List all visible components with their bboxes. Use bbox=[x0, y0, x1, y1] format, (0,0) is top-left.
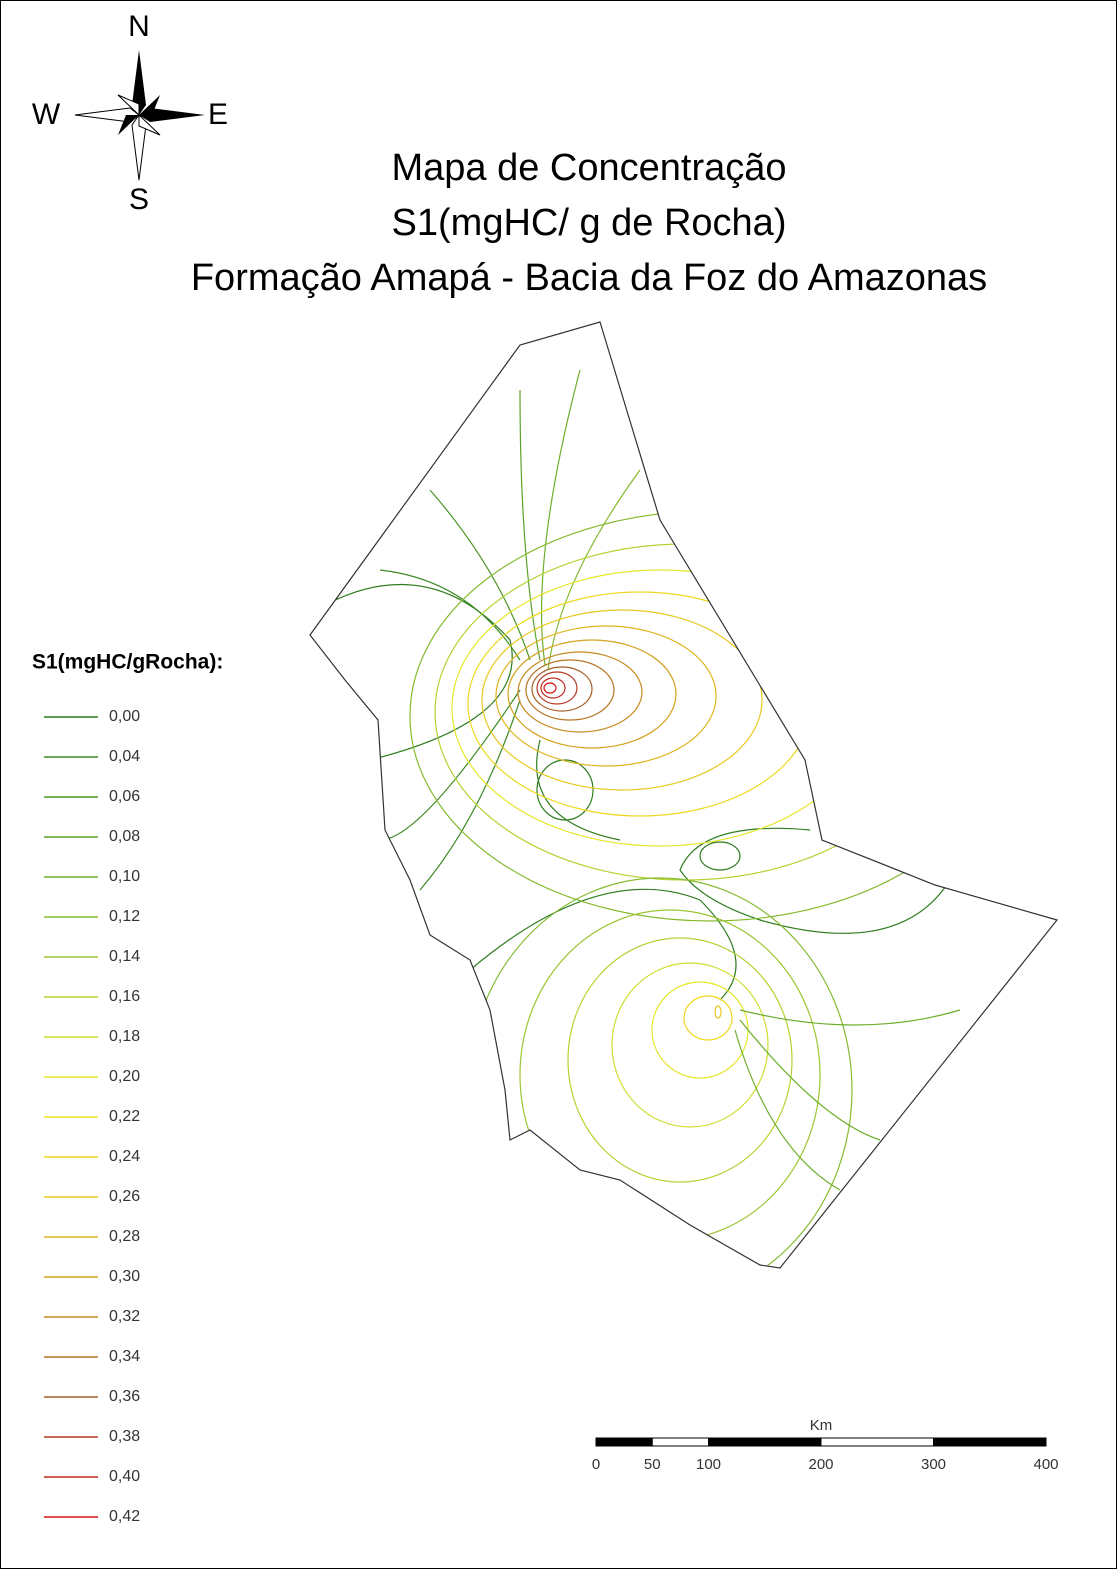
compass-south: S bbox=[129, 183, 149, 216]
legend: 0,00 0,04 0,06 0,08 0,10 0,12 0,14 0,16 0,18 0,20… bbox=[44, 708, 140, 1525]
compass-west: W bbox=[32, 98, 61, 131]
title-line: Mapa de Concentração bbox=[391, 147, 786, 189]
scale-tick-label: 400 bbox=[1033, 1456, 1058, 1473]
legend-label: 0,32 bbox=[109, 1308, 140, 1325]
scale-bar: Km 0 50 100 200 300 400 bbox=[592, 1417, 1059, 1473]
legend-label: 0,22 bbox=[109, 1108, 140, 1125]
legend-label: 0,00 bbox=[109, 708, 140, 725]
legend-label: 0,06 bbox=[109, 788, 140, 805]
legend-label: 0,42 bbox=[109, 1508, 140, 1525]
legend-label: 0,10 bbox=[109, 868, 140, 885]
compass bbox=[74, 50, 205, 181]
legend-label: 0,12 bbox=[109, 908, 140, 925]
scale-segment bbox=[651, 1437, 709, 1447]
scale-segment bbox=[933, 1437, 1047, 1447]
legend-label: 0,26 bbox=[109, 1188, 140, 1205]
legend-label: 0,40 bbox=[109, 1468, 140, 1485]
legend-label: 0,18 bbox=[109, 1028, 140, 1045]
scale-tick-label: 100 bbox=[696, 1456, 721, 1473]
compass-east: E bbox=[208, 98, 228, 131]
scale-segment bbox=[708, 1437, 822, 1447]
title-line: Formação Amapá - Bacia da Foz do Amazona… bbox=[191, 257, 987, 299]
legend-label: 0,08 bbox=[109, 828, 140, 845]
compass-north: N bbox=[128, 10, 150, 43]
legend-label: 0,04 bbox=[109, 748, 140, 765]
legend-label: 0,28 bbox=[109, 1228, 140, 1245]
legend-label: 0,20 bbox=[109, 1068, 140, 1085]
legend-label: 0,16 bbox=[109, 988, 140, 1005]
scale-segment bbox=[820, 1437, 934, 1447]
legend-label: 0,14 bbox=[109, 948, 140, 965]
legend-label: 0,38 bbox=[109, 1428, 140, 1445]
scale-tick-label: 300 bbox=[921, 1456, 946, 1473]
scale-tick-label: 0 bbox=[592, 1456, 600, 1473]
scale-tick-label: 200 bbox=[808, 1456, 833, 1473]
scale-tick-label: 50 bbox=[644, 1456, 661, 1473]
title-line: S1(mgHC/ g de Rocha) bbox=[392, 202, 787, 244]
legend-label: 0,34 bbox=[109, 1348, 140, 1365]
scale-segment bbox=[595, 1437, 653, 1447]
legend-label: 0,24 bbox=[109, 1148, 140, 1165]
scale-unit: Km bbox=[810, 1417, 833, 1434]
legend-title: S1(mgHC/gRocha): bbox=[32, 651, 223, 674]
legend-label: 0,30 bbox=[109, 1268, 140, 1285]
legend-label: 0,36 bbox=[109, 1388, 140, 1405]
